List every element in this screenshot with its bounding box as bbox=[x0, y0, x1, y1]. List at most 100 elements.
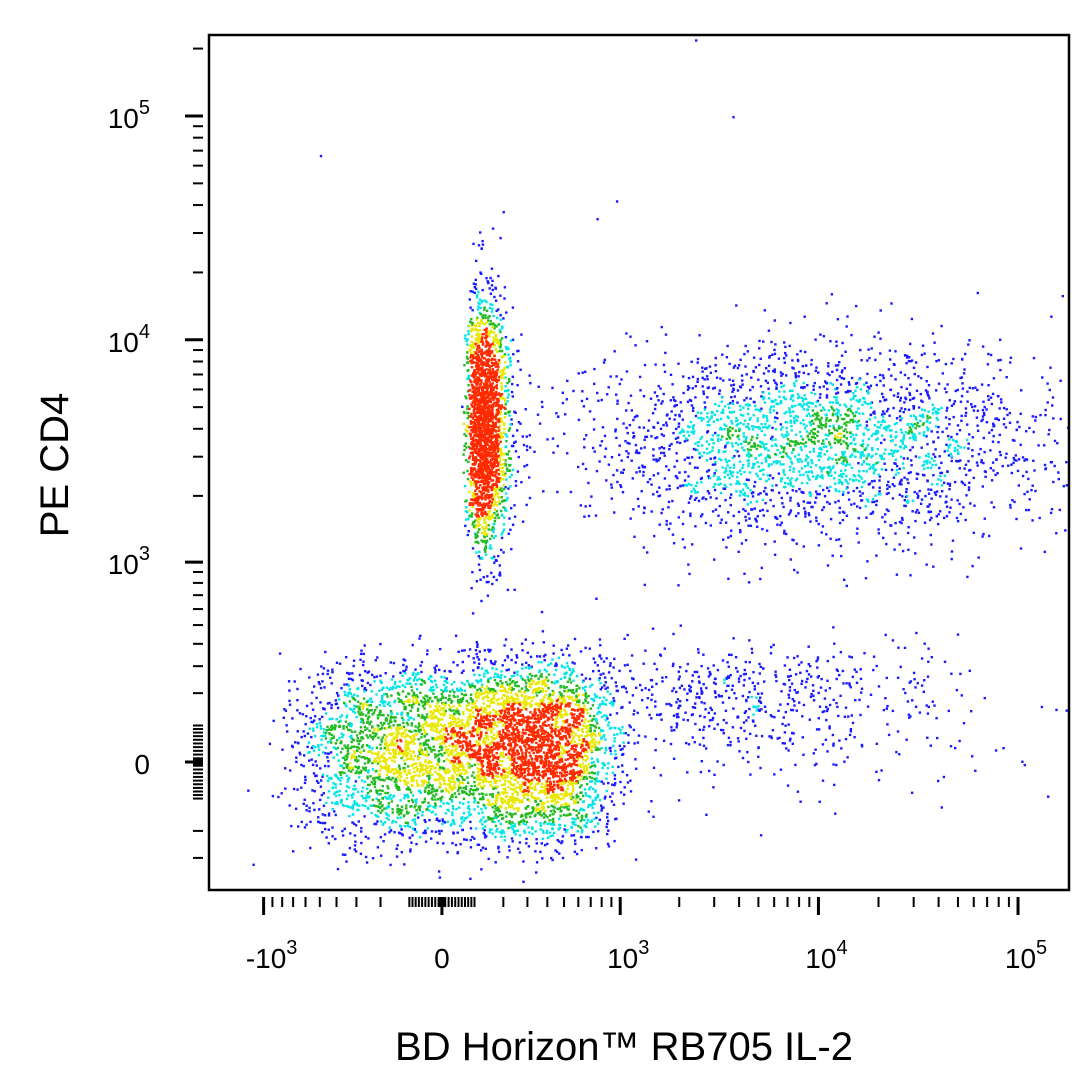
event-dot bbox=[843, 459, 846, 463]
event-dot bbox=[598, 703, 602, 706]
event-dot bbox=[424, 831, 427, 835]
event-dot bbox=[937, 425, 940, 429]
event-dot bbox=[371, 738, 375, 741]
event-dot bbox=[593, 367, 596, 371]
event-dot bbox=[430, 837, 433, 840]
event-dot bbox=[809, 520, 812, 523]
event-dot bbox=[549, 662, 553, 665]
event-dot bbox=[802, 381, 805, 385]
event-dot bbox=[600, 729, 603, 733]
event-dot bbox=[317, 820, 320, 824]
event-dot bbox=[696, 466, 699, 469]
event-dot bbox=[606, 822, 609, 826]
event-dot bbox=[418, 807, 421, 810]
event-dot bbox=[623, 786, 626, 789]
event-dot bbox=[320, 738, 323, 741]
event-dot bbox=[451, 689, 454, 692]
event-dot bbox=[789, 496, 792, 499]
event-dot bbox=[803, 386, 806, 389]
event-dot bbox=[652, 493, 655, 496]
event-dot bbox=[840, 354, 844, 357]
event-dot bbox=[843, 450, 846, 454]
event-dot bbox=[359, 658, 362, 661]
event-dot bbox=[849, 728, 853, 731]
event-dot bbox=[410, 791, 413, 794]
event-dot bbox=[826, 450, 829, 453]
event-dot bbox=[592, 787, 595, 791]
event-dot bbox=[950, 550, 954, 553]
event-dot bbox=[764, 425, 767, 429]
event-dot bbox=[845, 460, 849, 464]
event-dot bbox=[950, 672, 953, 675]
event-dot bbox=[817, 522, 820, 526]
event-dot bbox=[402, 658, 405, 661]
event-dot bbox=[597, 771, 600, 774]
event-dot bbox=[410, 685, 413, 689]
event-dot bbox=[347, 777, 350, 781]
event-dot bbox=[692, 427, 695, 430]
event-dot bbox=[481, 811, 484, 814]
event-dot bbox=[789, 511, 792, 514]
event-dot bbox=[357, 808, 360, 812]
event-dot bbox=[759, 766, 762, 770]
event-dot bbox=[935, 416, 938, 420]
event-dot bbox=[320, 779, 323, 782]
event-dot bbox=[626, 781, 630, 784]
event-dot bbox=[834, 364, 838, 367]
event-dot bbox=[486, 280, 489, 283]
event-dot bbox=[790, 708, 793, 712]
event-dot bbox=[355, 802, 359, 805]
event-dot bbox=[622, 685, 626, 688]
event-dot bbox=[308, 806, 311, 810]
event-dot bbox=[426, 653, 429, 656]
event-dot bbox=[694, 491, 697, 494]
event-dot bbox=[345, 656, 348, 659]
event-dot bbox=[492, 555, 496, 558]
event-dot bbox=[305, 715, 308, 718]
event-dot bbox=[609, 713, 612, 716]
event-dot bbox=[931, 403, 934, 406]
event-dot bbox=[506, 396, 509, 399]
event-dot bbox=[690, 430, 693, 434]
event-dot bbox=[595, 816, 598, 820]
event-dot bbox=[330, 706, 333, 710]
event-dot bbox=[510, 648, 513, 651]
event-dot bbox=[910, 459, 913, 462]
event-dot bbox=[602, 806, 605, 809]
event-dot bbox=[754, 366, 758, 369]
event-dot bbox=[701, 370, 704, 373]
event-dot bbox=[555, 850, 559, 853]
event-dot bbox=[836, 417, 840, 421]
event-dot bbox=[704, 367, 707, 370]
event-dot bbox=[712, 786, 715, 789]
event-dot bbox=[361, 737, 365, 740]
event-dot bbox=[659, 774, 662, 777]
event-dot bbox=[459, 843, 462, 846]
event-dot bbox=[575, 852, 579, 856]
event-dot bbox=[596, 773, 599, 776]
event-dot bbox=[768, 455, 771, 458]
event-dot bbox=[808, 513, 811, 517]
event-dot bbox=[676, 476, 679, 480]
event-dot bbox=[741, 488, 745, 491]
event-dot bbox=[665, 523, 668, 526]
event-dot bbox=[310, 735, 313, 739]
event-dot bbox=[310, 758, 313, 761]
event-dot bbox=[691, 736, 694, 739]
event-dot bbox=[542, 831, 545, 834]
event-dot bbox=[838, 673, 841, 677]
event-dot bbox=[920, 408, 924, 411]
event-dot bbox=[467, 801, 470, 804]
event-dot bbox=[871, 510, 875, 514]
event-dot bbox=[731, 471, 735, 474]
event-dot bbox=[605, 789, 608, 793]
event-dot bbox=[869, 512, 872, 515]
event-dot bbox=[793, 419, 796, 423]
event-dot bbox=[704, 498, 708, 501]
event-dot bbox=[665, 488, 668, 491]
event-dot bbox=[890, 452, 893, 456]
event-dot bbox=[882, 536, 885, 540]
event-dot bbox=[756, 515, 759, 518]
event-dot bbox=[755, 696, 758, 699]
event-dot bbox=[949, 506, 952, 509]
